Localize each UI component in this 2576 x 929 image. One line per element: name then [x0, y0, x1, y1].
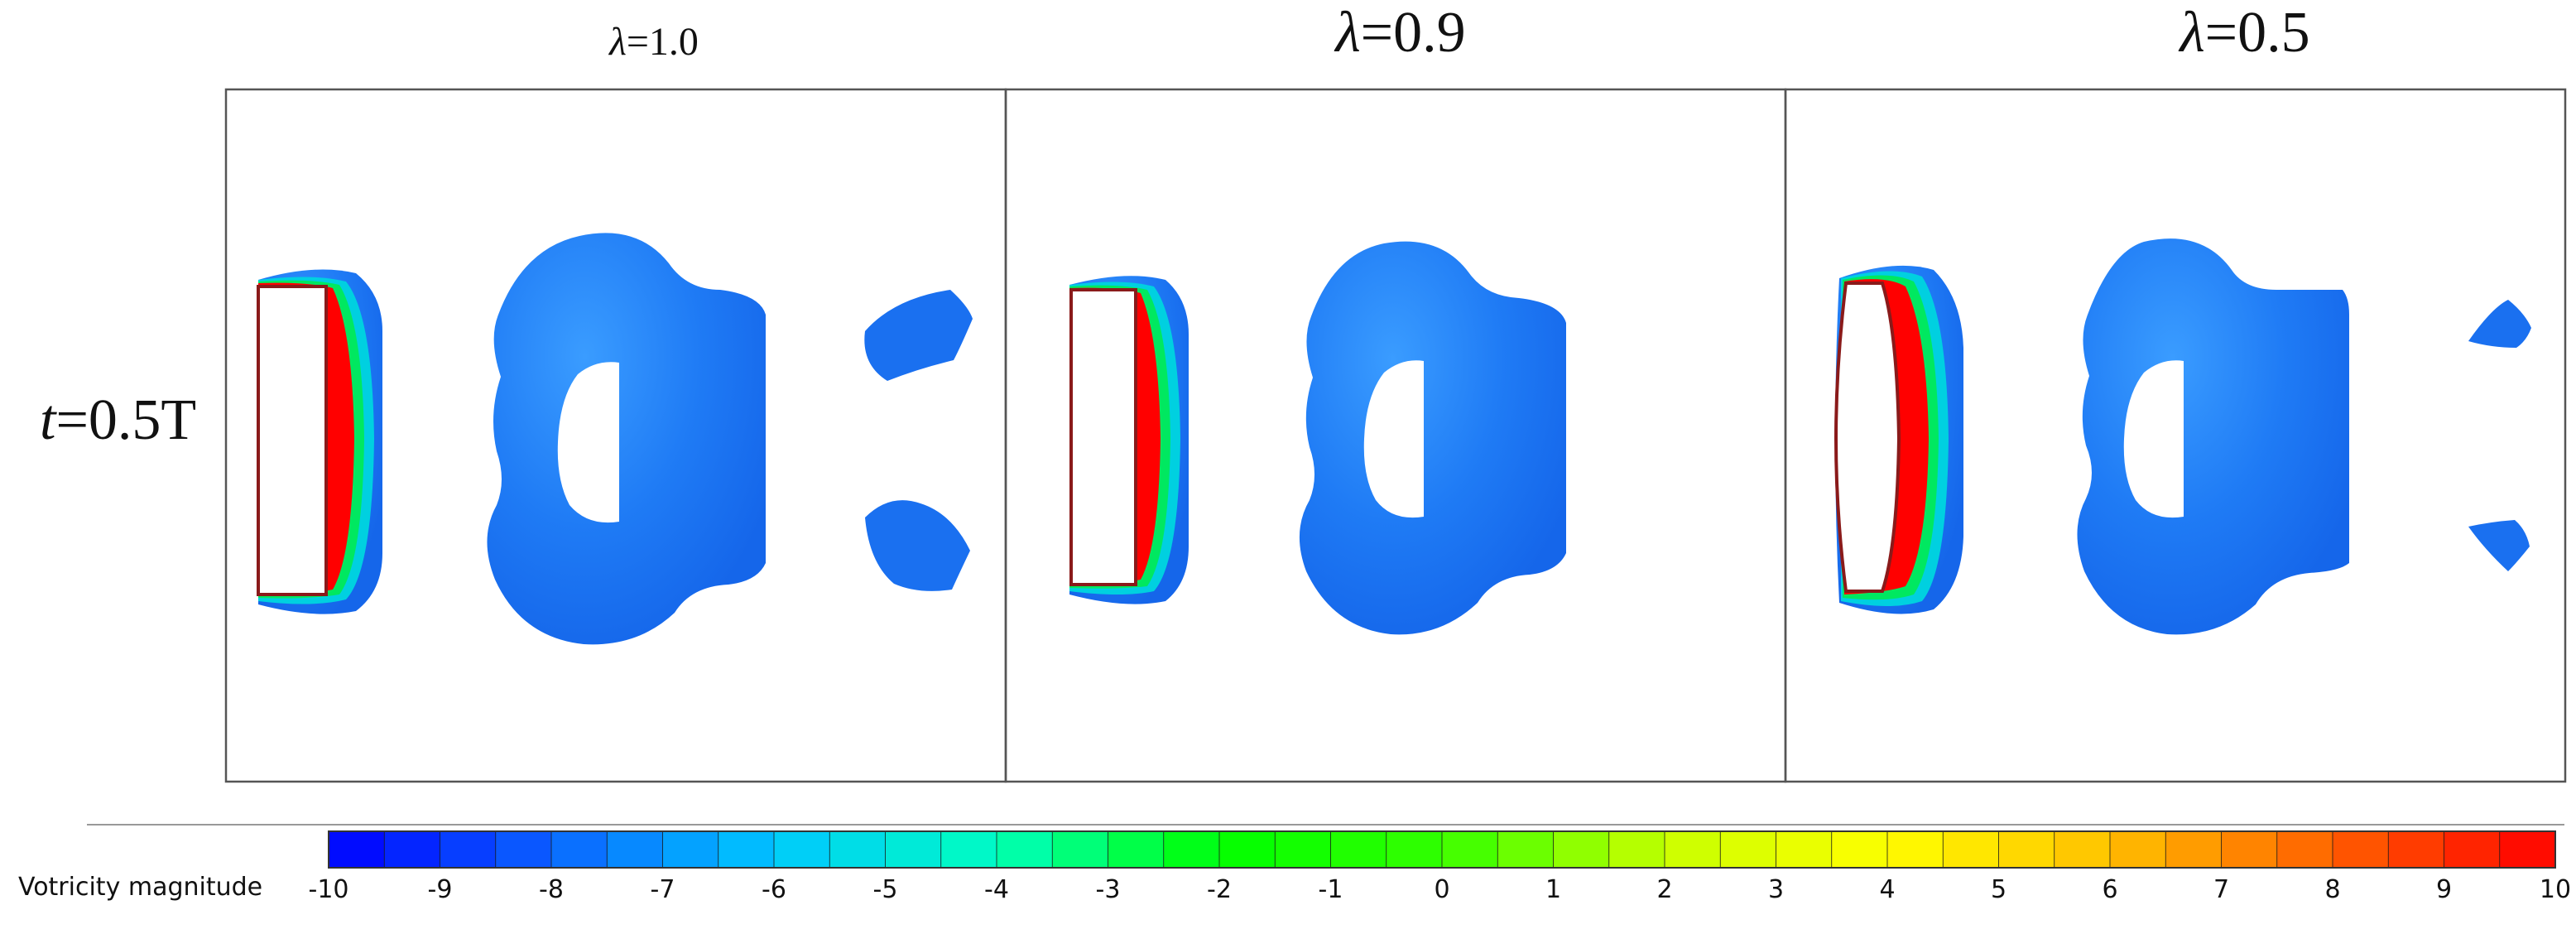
colorbar-band — [773, 830, 831, 869]
colorbar-band — [996, 830, 1054, 869]
colorbar-band — [1553, 830, 1610, 869]
panel-title-3: λ=0.5 — [2178, 1, 2309, 65]
panel-title-2: λ=0.9 — [1334, 1, 1465, 65]
panel-1-field — [257, 233, 973, 645]
colorbar-tick-label: 2 — [1656, 875, 1672, 904]
colorbar-tick-label: -8 — [539, 875, 564, 904]
colorbar-band — [1886, 830, 1944, 869]
colorbar-band — [940, 830, 997, 869]
panel-title-1: λ=1.0 — [608, 20, 699, 64]
colorbar-tick-label: 0 — [1434, 875, 1449, 904]
colorbar-band — [2332, 830, 2390, 869]
colorbar-band — [662, 830, 719, 869]
plate-1 — [257, 285, 328, 596]
colorbar-band — [440, 830, 497, 869]
colorbar-band — [2499, 830, 2556, 869]
colorbar-tick-label: 7 — [2213, 875, 2229, 904]
colorbar-band — [1776, 830, 1833, 869]
colorbar-band — [1831, 830, 1888, 869]
colorbar-band — [2387, 830, 2445, 869]
colorbar-band — [885, 830, 942, 869]
colorbar-band — [1942, 830, 2000, 869]
colorbar-band — [1218, 830, 1276, 869]
colorbar-tick-label: -4 — [984, 875, 1009, 904]
colorbar-tick-label: -6 — [762, 875, 786, 904]
row-label: t=0.5T — [40, 388, 196, 452]
ring-hole-1 — [557, 362, 619, 523]
colorbar-band — [1330, 830, 1387, 869]
colorbar-tick-label: -10 — [309, 875, 349, 904]
colorbar-band — [1108, 830, 1165, 869]
colorbar-tick-label: -5 — [873, 875, 898, 904]
colorbar-tick-label: -2 — [1207, 875, 1232, 904]
colorbar-band — [328, 830, 386, 869]
colorbar-band — [2054, 830, 2111, 869]
colorbar-tick-label: -9 — [428, 875, 453, 904]
colorbar-band — [2444, 830, 2501, 869]
colorbar-band — [2109, 830, 2167, 869]
colorbar-tick-label: -7 — [651, 875, 675, 904]
ring-vortex-2 — [1299, 241, 1566, 635]
colorbar-band — [606, 830, 664, 869]
colorbar-band — [1497, 830, 1555, 869]
colorbar-band — [1274, 830, 1332, 869]
colorbar-tick-label: 9 — [2436, 875, 2452, 904]
colorbar-band — [1441, 830, 1499, 869]
colorbar-band — [1163, 830, 1220, 869]
colorbar-band — [1608, 830, 1665, 869]
colorbar-tick-label: 6 — [2102, 875, 2117, 904]
colorbar-tick-label: 4 — [1879, 875, 1895, 904]
colorbar-band — [1051, 830, 1109, 869]
colorbar-band — [1998, 830, 2055, 869]
colorbar-band — [829, 830, 887, 869]
colorbar-tick-label: 8 — [2324, 875, 2340, 904]
colorbar-tick-label: 1 — [1545, 875, 1561, 904]
panel-3-field — [1833, 238, 2531, 635]
plate-2 — [1069, 288, 1137, 586]
ring-hole-3 — [2123, 360, 2184, 518]
colorbar-band — [495, 830, 552, 869]
colorbar-title: Votricity magnitude — [18, 873, 262, 902]
colorbar-ticks: -10 -9 -8 -7 -6 -5 -4 -3 -2 -1 0 1 2 3 4 5 6 7 8 9 10 — [309, 875, 2572, 904]
ring-hole-2 — [1363, 360, 1424, 518]
colorbar-band — [1386, 830, 1443, 869]
colorbar-band — [1664, 830, 1722, 869]
plate-3 — [1833, 282, 1901, 593]
ring-vortex-3 — [2077, 238, 2349, 635]
colorbar-band — [1719, 830, 1777, 869]
colorbar-band — [550, 830, 608, 869]
colorbar-bands — [328, 830, 2556, 869]
colorbar-tick-label: -1 — [1319, 875, 1343, 904]
shed-vortex-1a — [864, 290, 973, 381]
colorbar-band — [383, 830, 441, 869]
colorbar: -10 -9 -8 -7 -6 -5 -4 -3 -2 -1 0 1 2 3 4 5 6 7 8 9 10 Votric… — [18, 830, 2572, 904]
colorbar-tick-label: 3 — [1768, 875, 1784, 904]
colorbar-band — [718, 830, 775, 869]
shed-vortex-1b — [865, 500, 970, 591]
colorbar-frame — [328, 830, 2556, 869]
colorbar-band — [2165, 830, 2223, 869]
colorbar-tick-label: -3 — [1096, 875, 1121, 904]
ring-vortex-1 — [487, 233, 766, 645]
colorbar-tick-label: 5 — [1991, 875, 2006, 904]
colorbar-tick-label: 10 — [2540, 875, 2571, 904]
colorbar-band — [2221, 830, 2278, 869]
shed-vortex-3a — [2468, 300, 2531, 348]
panel-2-field — [1069, 241, 1566, 635]
panel-frame-3 — [1784, 88, 2567, 783]
colorbar-band — [2276, 830, 2333, 869]
shed-vortex-3b — [2468, 520, 2530, 571]
